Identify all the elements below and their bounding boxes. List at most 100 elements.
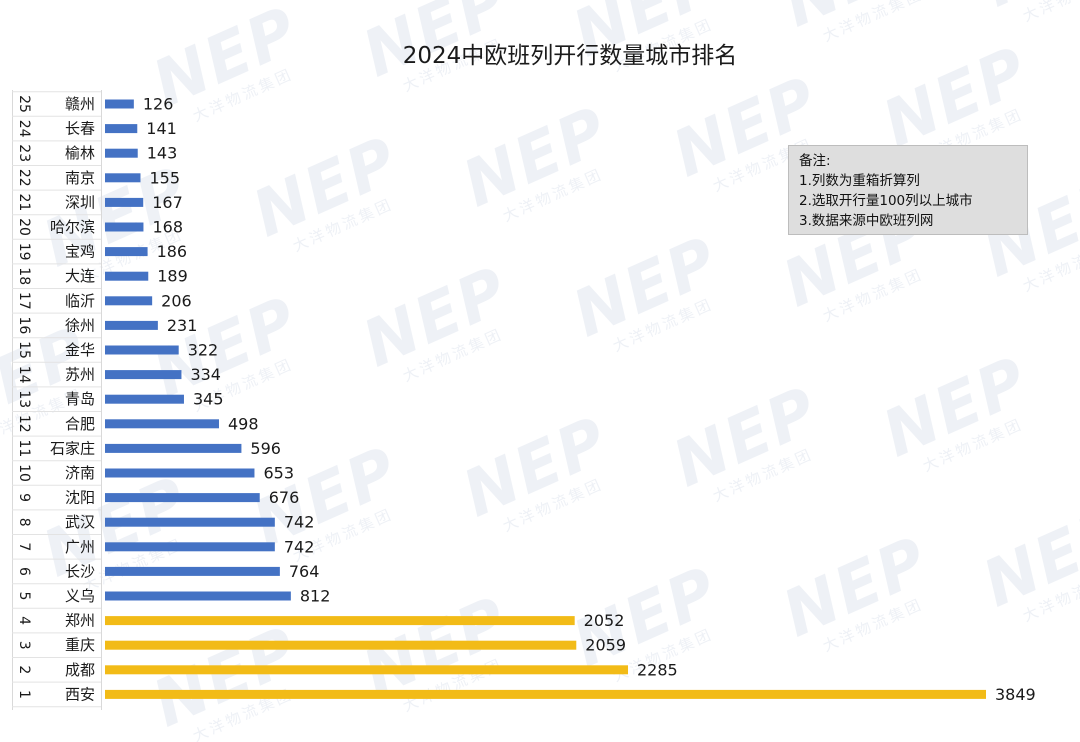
- value-label: 334: [190, 365, 221, 384]
- rank-label: 16: [16, 316, 32, 334]
- city-label: 义乌: [65, 587, 95, 605]
- bar: [105, 689, 986, 699]
- rank-label: 13: [16, 390, 32, 408]
- rank-label: 24: [16, 120, 32, 138]
- value-label: 143: [147, 144, 178, 163]
- value-label: 345: [193, 390, 224, 409]
- note-box: 备注: 1.列数为重箱折算列 2.选取开行量100列以上城市 3.数据来源中欧班…: [788, 145, 1028, 235]
- city-label: 长沙: [65, 562, 95, 580]
- bar: [105, 591, 291, 601]
- bar: [105, 419, 219, 429]
- rank-label: 15: [16, 341, 32, 359]
- value-label: 141: [146, 119, 177, 138]
- rank-label: 1: [16, 690, 32, 699]
- note-line-1: 1.列数为重箱折算列: [799, 173, 920, 189]
- city-label: 武汉: [65, 513, 95, 531]
- rank-label: 4: [16, 616, 32, 625]
- bar: [105, 394, 184, 404]
- value-label: 742: [284, 513, 315, 532]
- bar: [105, 173, 141, 183]
- rank-label: 10: [16, 464, 32, 482]
- city-label: 苏州: [65, 366, 95, 384]
- value-label: 231: [167, 316, 198, 335]
- bar: [105, 271, 149, 281]
- city-label: 沈阳: [65, 489, 95, 507]
- bar: [105, 99, 134, 109]
- city-label: 济南: [65, 464, 95, 482]
- table-left-border: [12, 90, 13, 710]
- value-label: 2052: [584, 611, 625, 630]
- value-label: 155: [149, 168, 180, 187]
- city-label: 青岛: [65, 390, 95, 408]
- bar: [105, 148, 138, 158]
- city-label: 临沂: [65, 292, 95, 310]
- city-label: 榆林: [65, 144, 95, 162]
- value-label: 322: [188, 341, 219, 360]
- rank-label: 20: [16, 218, 32, 236]
- bar: [105, 296, 153, 306]
- bar: [105, 468, 255, 478]
- city-label: 徐州: [65, 316, 95, 334]
- city-label: 郑州: [65, 612, 95, 630]
- bar: [105, 197, 144, 207]
- rank-label: 21: [16, 193, 32, 211]
- city-label: 深圳: [65, 193, 95, 211]
- rank-label: 7: [16, 542, 32, 551]
- value-label: 3849: [995, 685, 1036, 704]
- rank-label: 17: [16, 292, 32, 310]
- value-label: 126: [143, 95, 174, 114]
- city-label: 成都: [65, 661, 95, 679]
- rank-label: 6: [16, 567, 32, 576]
- bar: [105, 665, 629, 675]
- value-label: 764: [289, 562, 320, 581]
- value-label: 812: [300, 587, 331, 606]
- value-label: 2059: [585, 636, 626, 655]
- bar: [105, 640, 577, 650]
- rank-label: 18: [16, 267, 32, 285]
- rank-label: 2: [16, 665, 32, 674]
- rank-label: 12: [16, 415, 32, 433]
- city-label: 大连: [65, 267, 95, 285]
- rank-label: 8: [16, 518, 32, 527]
- value-label: 168: [152, 218, 183, 237]
- rank-label: 23: [16, 144, 32, 162]
- value-label: 498: [228, 414, 259, 433]
- city-label: 宝鸡: [65, 243, 95, 261]
- rank-label: 11: [16, 439, 32, 457]
- chart-title: 2024中欧班列开行数量城市排名: [402, 43, 738, 69]
- value-label: 189: [157, 267, 188, 286]
- bar: [105, 222, 144, 232]
- city-label: 西安: [65, 685, 95, 703]
- bar: [105, 542, 275, 552]
- bar: [105, 320, 158, 330]
- bar: [105, 517, 275, 527]
- rank-label: 19: [16, 243, 32, 261]
- value-label: 2285: [637, 660, 678, 679]
- city-label: 金华: [65, 341, 95, 359]
- note-line-3: 3.数据来源中欧班列网: [799, 213, 934, 229]
- value-label: 676: [269, 488, 300, 507]
- bar: [105, 443, 242, 453]
- city-label: 南京: [65, 169, 95, 187]
- rank-label: 25: [16, 95, 32, 113]
- note-line-2: 2.选取开行量100列以上城市: [799, 193, 973, 209]
- rank-label: 9: [16, 493, 32, 502]
- bar: [105, 370, 182, 380]
- bar: [105, 493, 260, 503]
- bar: [105, 616, 575, 626]
- bar: [105, 247, 148, 257]
- city-label: 石家庄: [50, 439, 95, 457]
- value-label: 186: [157, 242, 188, 261]
- rank-label: 5: [16, 592, 32, 601]
- city-label: 长春: [65, 120, 95, 138]
- value-label: 653: [263, 464, 294, 483]
- rank-label: 14: [16, 366, 32, 384]
- bar: [105, 345, 179, 355]
- city-label: 哈尔滨: [50, 218, 95, 236]
- rank-label: 3: [16, 641, 32, 650]
- bar: [105, 566, 280, 576]
- value-label: 596: [250, 439, 281, 458]
- rank-label: 22: [16, 169, 32, 187]
- city-label: 合肥: [65, 415, 95, 433]
